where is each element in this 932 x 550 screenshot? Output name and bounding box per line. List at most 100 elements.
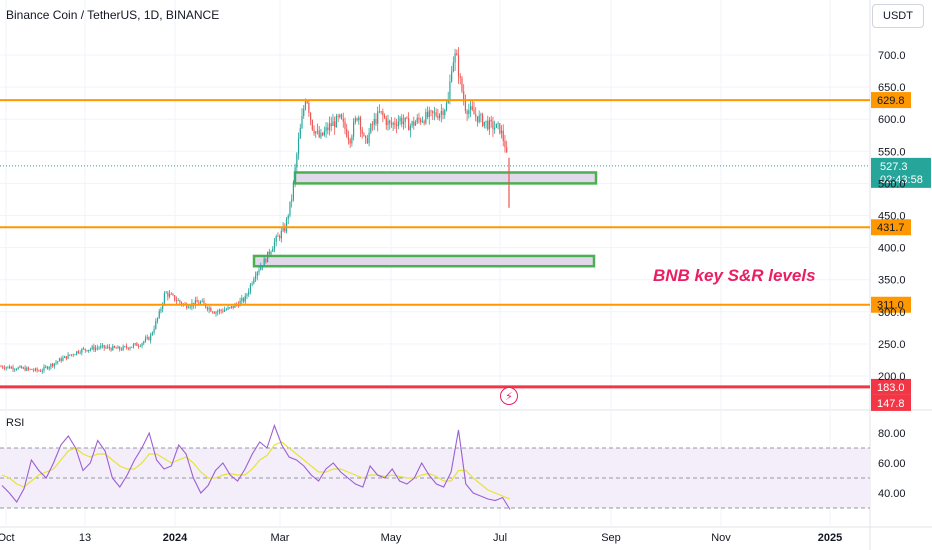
candle-body	[151, 332, 153, 335]
candle-body	[469, 106, 472, 111]
candle-body	[385, 117, 387, 125]
candle-body	[9, 366, 11, 369]
rsi-label: RSI	[6, 417, 25, 429]
candle-body	[181, 302, 183, 305]
candle-body	[342, 118, 344, 122]
candle-body	[267, 251, 269, 263]
candle-body	[251, 283, 253, 285]
candle-body	[485, 120, 487, 122]
candle-body	[33, 370, 35, 371]
extra-price-label: 147.8	[877, 398, 905, 410]
rsi-series	[1, 423, 511, 510]
candle-body	[0, 366, 2, 368]
y-tick-label: 250.0	[878, 339, 906, 351]
candle-body	[287, 215, 289, 219]
candle-body	[495, 123, 497, 128]
candle-body	[304, 101, 307, 109]
candle-body	[50, 363, 52, 368]
candle-body	[198, 302, 200, 304]
candle-body	[227, 307, 229, 310]
candle-body	[230, 306, 233, 308]
candle-body	[213, 312, 215, 314]
candle-body	[179, 300, 181, 303]
candle-body	[129, 347, 131, 349]
candle-body	[289, 201, 291, 216]
candle-body	[294, 167, 296, 182]
candle-body	[368, 132, 370, 144]
candle-body	[139, 345, 141, 347]
candle-body	[225, 309, 227, 311]
candle-body	[478, 115, 480, 123]
candle-body	[301, 115, 303, 129]
candle-body	[156, 317, 159, 322]
y-tick-label: 350.0	[878, 275, 906, 287]
candle-body	[390, 123, 393, 125]
candle-body	[297, 138, 300, 155]
candle-body	[70, 354, 73, 356]
candle-body	[215, 312, 217, 314]
candle-body	[310, 112, 312, 120]
candle-body	[308, 102, 310, 113]
candle-body	[105, 347, 107, 349]
candle-body	[408, 118, 410, 131]
candle-body	[366, 137, 368, 144]
candle-body	[344, 121, 346, 130]
candle-body	[375, 119, 377, 124]
candle-body	[363, 133, 365, 136]
candle-body	[261, 266, 264, 268]
candle-body	[275, 236, 277, 242]
candle-body	[373, 119, 375, 125]
candle-body	[224, 309, 226, 312]
candle-body	[425, 111, 427, 124]
candle-body	[134, 343, 136, 345]
candle-body	[327, 127, 329, 131]
candle-body	[413, 121, 415, 126]
currency-selector[interactable]: USDT	[872, 4, 924, 28]
candle-body	[349, 139, 351, 144]
candle-body	[270, 251, 272, 255]
candle-body	[21, 366, 23, 369]
last-price-label-bg	[871, 157, 931, 188]
candle-body	[232, 306, 234, 308]
x-tick-label: 2025	[818, 532, 842, 544]
candle-body	[440, 111, 442, 115]
candle-body	[74, 354, 76, 356]
candle-body	[143, 341, 145, 344]
candle-body	[96, 347, 98, 349]
candle-body	[433, 112, 436, 114]
candle-body	[160, 309, 162, 312]
candle-body	[456, 53, 458, 56]
candle-body	[353, 122, 355, 137]
candle-body	[337, 115, 339, 118]
candle-body	[401, 117, 403, 125]
candle-body	[506, 147, 508, 153]
candle-body	[196, 300, 198, 303]
candle-body	[475, 114, 477, 117]
candle-body	[167, 292, 169, 297]
candle-body	[500, 130, 503, 134]
candle-body	[155, 321, 157, 329]
candle-body	[31, 368, 33, 371]
candle-body	[351, 136, 353, 144]
candle-body	[377, 111, 379, 124]
candle-body	[58, 358, 61, 362]
x-tick-label: Sep	[601, 532, 621, 544]
candle-body	[163, 293, 165, 304]
candle-body	[210, 307, 212, 312]
candle-body	[136, 343, 138, 347]
candle-body	[86, 350, 88, 352]
candle-body	[46, 366, 49, 369]
candle-body	[370, 124, 372, 133]
candle-body	[189, 306, 191, 308]
candle-body	[165, 292, 167, 294]
candle-body	[239, 300, 241, 307]
candle-body	[356, 118, 358, 121]
x-tick-label: 2024	[163, 532, 188, 544]
level-label: 311.0	[877, 300, 904, 312]
candle-body	[203, 300, 205, 304]
candle-body	[2, 366, 4, 368]
rsi-grid	[0, 447, 870, 509]
candle-body	[93, 346, 95, 350]
flash-icon[interactable]: ⚡	[500, 387, 518, 405]
